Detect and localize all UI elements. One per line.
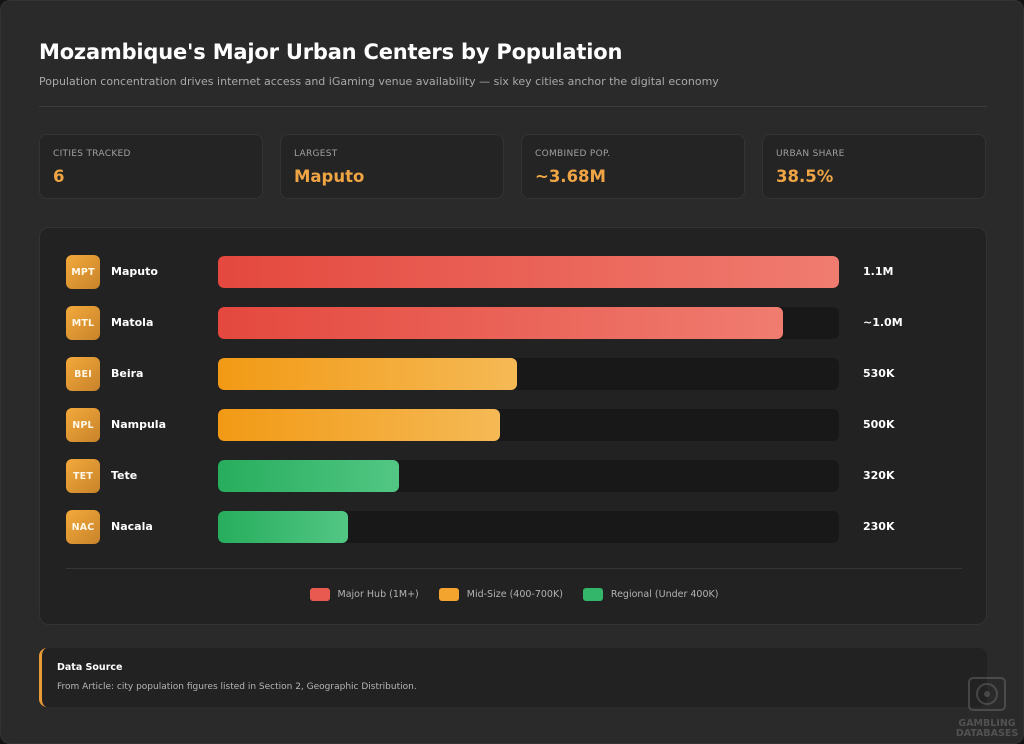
chart-legend: Major Hub (1M+) Mid-Size (400-700K) Regi… <box>40 588 988 601</box>
bar-row: MTL Matola ~1.0M <box>40 306 988 340</box>
city-name-label: Tete <box>111 469 138 482</box>
stat-label: Urban Share <box>776 149 845 159</box>
bar-track <box>218 256 839 288</box>
stat-value: ~3.68M <box>535 167 606 186</box>
bar-value-label: 1.1M <box>863 265 894 278</box>
watermark-text: GAMBLING DATABASES <box>951 719 1023 739</box>
stat-label: Combined Pop. <box>535 149 611 159</box>
bar-fill <box>218 511 348 543</box>
bar-fill <box>218 307 783 339</box>
city-code-badge: TET <box>66 459 100 493</box>
bar-row: TET Tete 320K <box>40 459 988 493</box>
legend-label: Mid-Size (400-700K) <box>466 589 563 600</box>
roulette-icon <box>968 677 1006 711</box>
bar-row: NAC Nacala 230K <box>40 510 988 544</box>
data-source-note: Data Source From Article: city populatio… <box>39 648 987 707</box>
bar-row: BEI Beira 530K <box>40 357 988 391</box>
source-text: From Article: city population figures li… <box>57 682 417 692</box>
page-title: Mozambique's Major Urban Centers by Popu… <box>39 40 623 64</box>
bar-track <box>218 307 839 339</box>
stat-card-largest: Largest Maputo <box>280 134 504 199</box>
bar-track <box>218 358 839 390</box>
legend-divider <box>66 568 962 569</box>
stat-value: Maputo <box>294 167 365 186</box>
stat-card-cities: Cities Tracked 6 <box>39 134 263 199</box>
watermark-line1: GAMBLING <box>958 718 1016 729</box>
header-divider <box>39 106 987 107</box>
stat-card-combined: Combined Pop. ~3.68M <box>521 134 745 199</box>
bar-fill <box>218 460 399 492</box>
city-name-label: Matola <box>111 316 154 329</box>
bar-value-label: 530K <box>863 367 895 380</box>
city-name-label: Beira <box>111 367 144 380</box>
bar-value-label: ~1.0M <box>863 316 903 329</box>
bar-fill <box>218 409 500 441</box>
legend-item-regional: Regional (Under 400K) <box>582 588 719 601</box>
city-code-badge: MPT <box>66 255 100 289</box>
legend-label: Regional (Under 400K) <box>610 589 719 600</box>
legend-item-major: Major Hub (1M+) <box>309 588 419 601</box>
bar-fill <box>218 256 839 288</box>
legend-swatch-mid <box>438 588 459 601</box>
bar-track <box>218 409 839 441</box>
city-name-label: Maputo <box>111 265 158 278</box>
city-code-badge: NPL <box>66 408 100 442</box>
city-code-badge: MTL <box>66 306 100 340</box>
bar-track <box>218 511 839 543</box>
legend-label: Major Hub (1M+) <box>337 589 419 600</box>
bar-value-label: 230K <box>863 520 895 533</box>
bar-value-label: 500K <box>863 418 895 431</box>
watermark-logo: GAMBLING DATABASES <box>951 677 1019 741</box>
stat-value: 6 <box>53 167 65 186</box>
page-subtitle: Population concentration drives internet… <box>39 75 719 88</box>
stat-label: Cities Tracked <box>53 149 131 159</box>
bar-fill <box>218 358 517 390</box>
stat-card-urban-share: Urban Share 38.5% <box>762 134 986 199</box>
bar-chart-panel: MPT Maputo 1.1M MTL Matola ~1.0M BEI Beira 530K N… <box>39 227 987 625</box>
bar-value-label: 320K <box>863 469 895 482</box>
stat-value: 38.5% <box>776 167 834 186</box>
stat-label: Largest <box>294 149 338 159</box>
bar-row: MPT Maputo 1.1M <box>40 255 988 289</box>
source-heading: Data Source <box>57 662 123 673</box>
legend-swatch-major <box>309 588 330 601</box>
city-name-label: Nacala <box>111 520 153 533</box>
city-name-label: Nampula <box>111 418 166 431</box>
legend-swatch-regional <box>582 588 603 601</box>
bar-row: NPL Nampula 500K <box>40 408 988 442</box>
watermark-line2: DATABASES <box>955 728 1019 739</box>
bar-track <box>218 460 839 492</box>
legend-item-mid: Mid-Size (400-700K) <box>438 588 563 601</box>
city-code-badge: BEI <box>66 357 100 391</box>
city-code-badge: NAC <box>66 510 100 544</box>
